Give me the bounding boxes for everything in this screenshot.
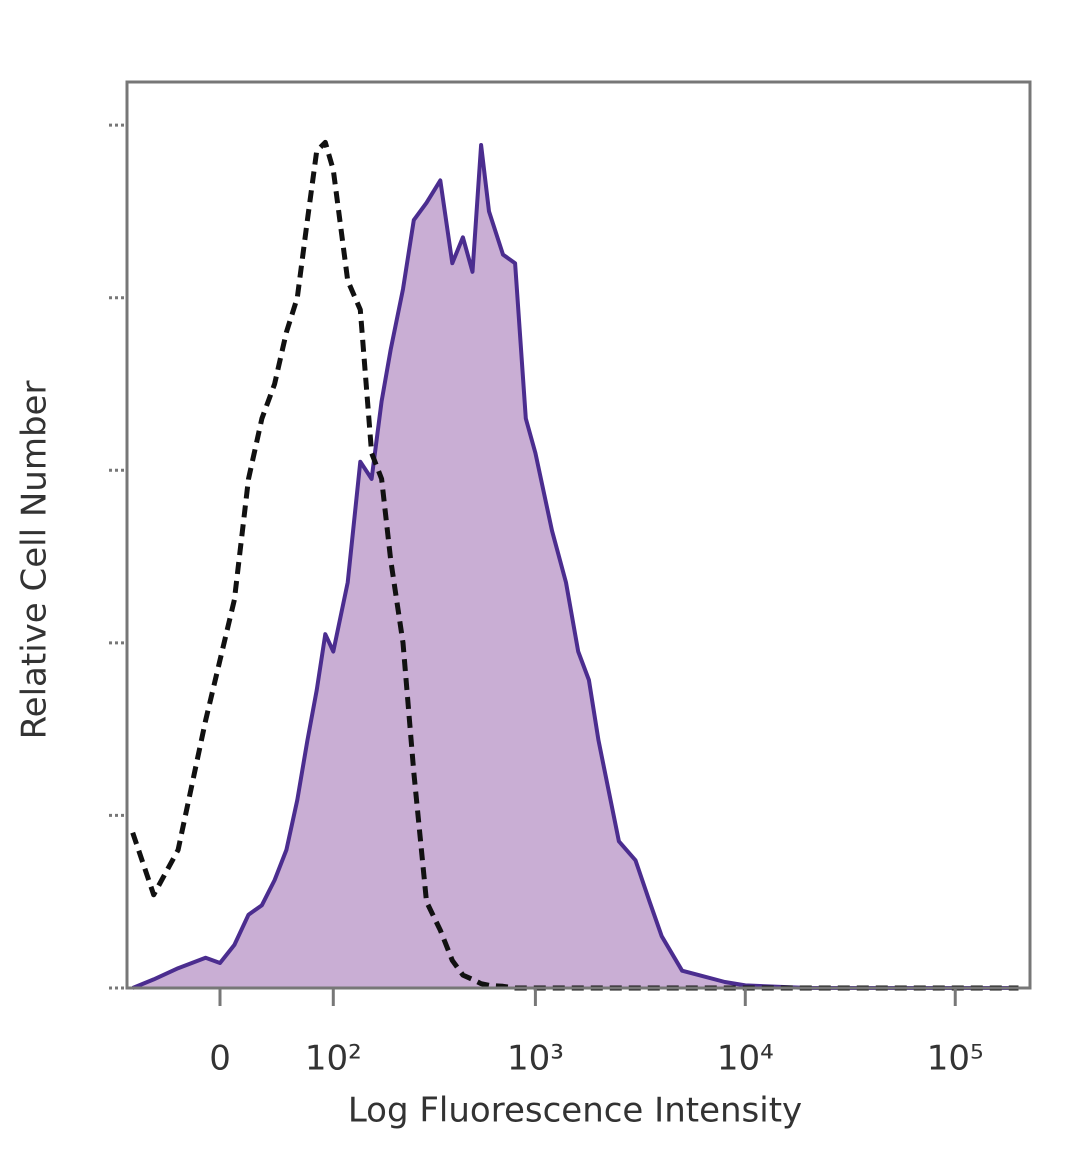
plot-frame bbox=[125, 80, 1032, 990]
series-area bbox=[132, 145, 1019, 988]
x-tick-label: 10⁵ bbox=[927, 1039, 984, 1079]
series-line bbox=[131, 143, 1019, 990]
x-tick-label: 10² bbox=[305, 1039, 362, 1079]
y-axis-label: Relative Cell Number bbox=[15, 381, 55, 740]
x-tick-label: 0 bbox=[209, 1039, 231, 1079]
x-tick-label: 10⁴ bbox=[717, 1039, 774, 1079]
x-axis-label: Log Fluorescence Intensity bbox=[348, 1091, 802, 1131]
x-tick-label: 10³ bbox=[507, 1039, 564, 1079]
